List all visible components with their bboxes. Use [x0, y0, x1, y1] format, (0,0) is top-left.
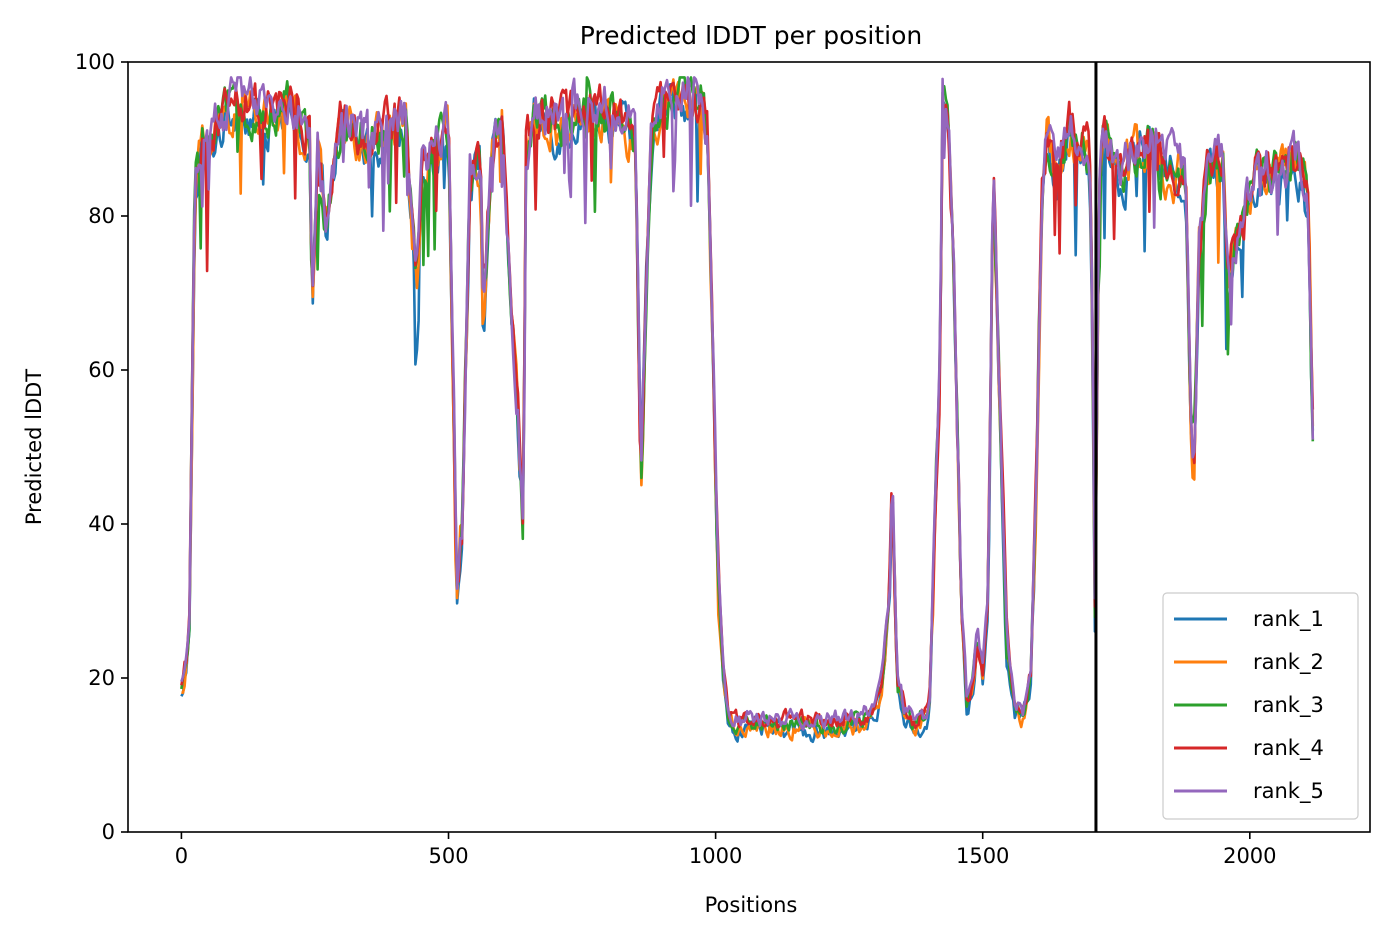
- y-tick-label: 20: [88, 666, 115, 690]
- x-tick-label: 2000: [1223, 844, 1276, 868]
- legend-label-rank_2: rank_2: [1253, 650, 1324, 675]
- y-axis: 0 20 40 60 80 100: [75, 50, 128, 844]
- x-axis-label: Positions: [705, 893, 798, 917]
- y-axis-label: Predicted lDDT: [22, 369, 46, 525]
- x-tick-label: 1000: [689, 844, 742, 868]
- plot-frame: [127, 61, 1371, 833]
- y-tick-label: 80: [88, 204, 115, 228]
- legend-label-rank_1: rank_1: [1253, 607, 1324, 632]
- legend-label-rank_3: rank_3: [1253, 693, 1324, 718]
- y-tick-label: 0: [102, 820, 115, 844]
- legend-label-rank_5: rank_5: [1253, 779, 1324, 804]
- y-tick-label: 60: [88, 358, 115, 382]
- x-tick-label: 1500: [956, 844, 1009, 868]
- x-tick-label: 0: [175, 844, 188, 868]
- x-tick-label: 500: [428, 844, 468, 868]
- series-line-rank_5: [180, 76, 1315, 731]
- y-tick-label: 100: [75, 50, 115, 74]
- x-axis: 0 500 1000 1500 2000: [175, 832, 1277, 868]
- legend: rank_1 rank_2 rank_3 rank_4 rank_5: [1162, 592, 1359, 820]
- y-tick-label: 40: [88, 512, 115, 536]
- chart-title: Predicted lDDT per position: [580, 21, 922, 50]
- legend-label-rank_4: rank_4: [1253, 736, 1324, 761]
- legend-box: [1162, 592, 1359, 820]
- series-lines: [180, 76, 1315, 744]
